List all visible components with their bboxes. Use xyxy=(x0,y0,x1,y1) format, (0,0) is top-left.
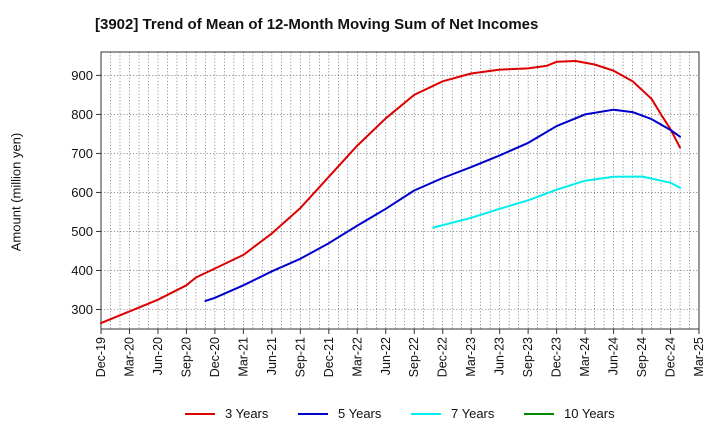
x-tick-label: Jun-21 xyxy=(265,337,279,375)
x-tick-label: Jun-23 xyxy=(493,337,507,375)
x-tick-label: Mar-21 xyxy=(236,337,250,377)
y-tick-label: 500 xyxy=(71,224,93,239)
x-tick-label: Jun-24 xyxy=(607,337,621,375)
legend-swatch xyxy=(524,412,554,415)
x-tick-label: Sep-20 xyxy=(179,337,193,377)
series-lines xyxy=(100,60,681,325)
legend-swatch xyxy=(411,412,441,415)
legend-label: 7 Years xyxy=(451,406,495,421)
y-tick-label: 800 xyxy=(71,107,93,122)
x-tick-label: Dec-23 xyxy=(550,337,564,377)
legend-label: 5 Years xyxy=(338,406,382,421)
x-tick-label: Sep-21 xyxy=(293,337,307,377)
legend-item: 10 Years xyxy=(524,406,615,421)
x-tick-label: Mar-20 xyxy=(122,337,136,377)
x-tick-label: Sep-22 xyxy=(407,337,421,377)
series-line-3-years xyxy=(100,60,681,325)
x-tick-label: Mar-25 xyxy=(692,337,706,377)
x-tick-label: Dec-19 xyxy=(94,337,108,377)
y-ticks: 300 400 500 600 700 800 900 xyxy=(71,68,101,317)
legend-item: 7 Years xyxy=(411,406,494,421)
y-tick-label: 400 xyxy=(71,263,93,278)
legend-swatch xyxy=(298,412,328,415)
y-tick-label: 600 xyxy=(71,185,93,200)
chart-legend: 3 Years 5 Years 7 Years 10 Years xyxy=(0,406,720,424)
x-tick-label: Dec-24 xyxy=(664,337,678,377)
x-tick-label: Jun-22 xyxy=(379,337,393,375)
legend-item: 5 Years xyxy=(298,406,381,421)
y-tick-label: 900 xyxy=(71,68,93,83)
legend-swatch xyxy=(185,412,215,415)
x-ticks: Dec-19 Mar-20 Jun-20 Sep-20 Dec-20 Mar-21 Jun-… xyxy=(94,329,706,377)
x-tick-label: Dec-22 xyxy=(436,337,450,377)
y-tick-label: 300 xyxy=(71,302,93,317)
x-tick-label: Sep-23 xyxy=(521,337,535,377)
series-line-7-years xyxy=(432,175,681,229)
legend-label: 3 Years xyxy=(225,406,269,421)
x-tick-label: Jun-20 xyxy=(151,337,165,375)
y-tick-label: 700 xyxy=(71,146,93,161)
x-tick-label: Mar-23 xyxy=(464,337,478,377)
legend-label: 10 Years xyxy=(564,406,615,421)
chart-title: [3902] Trend of Mean of 12-Month Moving … xyxy=(95,16,539,33)
x-tick-label: Dec-20 xyxy=(208,337,222,377)
x-tick-label: Mar-22 xyxy=(350,337,364,377)
plot-frame xyxy=(100,51,700,330)
grid-lines xyxy=(101,52,699,329)
x-tick-label: Dec-21 xyxy=(322,337,336,377)
legend-item: 3 Years xyxy=(185,406,268,421)
x-tick-label: Mar-24 xyxy=(578,337,592,377)
x-tick-label: Sep-24 xyxy=(635,337,649,377)
series-line-5-years xyxy=(204,108,681,302)
